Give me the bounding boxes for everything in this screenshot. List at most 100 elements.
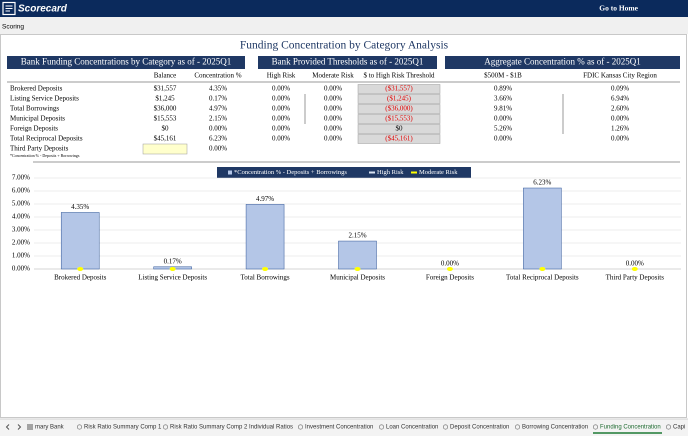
cell: 0.17% (209, 95, 227, 103)
tab-icon (378, 424, 384, 430)
column-header: $500M - $1B (484, 72, 522, 80)
tab[interactable]: Risk Ratio Summary Comp 1 (84, 425, 162, 431)
tab-next[interactable] (17, 424, 22, 430)
logo: Scorecard (18, 4, 68, 15)
cell: 0.00% (272, 125, 290, 133)
tab[interactable]: Deposit Concentration (450, 425, 509, 431)
y-tick-label: 0.00% (12, 265, 30, 273)
cell: 5.26% (494, 125, 512, 133)
tab-icon (665, 424, 671, 430)
row-label: Foreign Deposits (10, 125, 58, 133)
row-label: Total Borrowings (10, 105, 59, 113)
cell: 0.00% (611, 135, 629, 143)
row-label: Brokered Deposits (10, 85, 63, 93)
tab[interactable]: mary Bank (35, 425, 65, 431)
threshold-box (357, 114, 441, 124)
bar (245, 204, 285, 270)
cell: 4.35% (209, 85, 227, 93)
threshold-box (357, 94, 441, 104)
tab-prev[interactable] (5, 424, 10, 430)
y-tick-label: 6.00% (12, 187, 30, 195)
tab[interactable]: Risk Ratio Summary Comp 2 (170, 425, 248, 431)
cell: $0 (162, 125, 170, 133)
x-tick-label: Third Party Deposits (606, 274, 665, 282)
data-label: 0.17% (164, 257, 182, 265)
row-label: Total Reciprocal Deposits (10, 135, 83, 143)
risk-marker (354, 267, 361, 271)
risk-marker (446, 267, 453, 271)
content-frame (0, 34, 687, 418)
cell: 1.26% (611, 125, 629, 133)
footnote: *Concentration % - Deposits + Borrowings (10, 153, 80, 158)
column-header: FDIC Kansas City Region (583, 72, 657, 80)
cell: 6.23% (209, 135, 227, 143)
tab[interactable]: Individual Ratios (249, 425, 293, 431)
section-title: Bank Provided Thresholds as of - 2025Q1 (272, 57, 424, 67)
row-label: Municipal Deposits (10, 115, 65, 123)
section-title: Bank Funding Concentrations by Category … (21, 57, 231, 67)
column-header: $ to High Risk Threshold (363, 72, 435, 80)
bar (338, 240, 377, 270)
x-tick-label: Foreign Deposits (426, 274, 474, 282)
section-title: Aggregate Concentration % as of - 2025Q1 (484, 57, 640, 67)
cell: 0.89% (494, 85, 512, 93)
tab-icon (442, 424, 448, 430)
tab-bar (0, 419, 688, 436)
cell: ($31,557) (385, 85, 413, 93)
legend-bar (217, 167, 471, 178)
data-label: 2.15% (348, 232, 366, 240)
home-link[interactable]: Go to Home (599, 4, 638, 13)
cell: 2.60% (611, 105, 629, 113)
cell: 0.00% (324, 95, 342, 103)
input-box[interactable] (142, 143, 188, 155)
data-label: 6.23% (533, 179, 551, 187)
risk-marker (539, 267, 546, 271)
tab[interactable]: Loan Concentration (386, 425, 438, 431)
cell: 9.81% (494, 105, 512, 113)
cell: 0.00% (209, 125, 227, 133)
tab-icon (77, 424, 83, 430)
tab[interactable]: Investment Concentration (305, 425, 373, 431)
cell: ($1,245) (387, 95, 412, 103)
risk-marker (77, 267, 84, 271)
column-header: High Risk (267, 72, 296, 80)
logo-icon (2, 1, 16, 16)
tab[interactable]: Funding Concentration (600, 425, 661, 431)
tab[interactable]: Capi (673, 425, 685, 431)
x-tick-label: Total Borrowings (241, 274, 290, 282)
cell: 0.00% (209, 145, 227, 153)
cell: $1,245 (155, 95, 175, 103)
x-tick-label: Municipal Deposits (330, 274, 385, 282)
column-header: Moderate Risk (312, 72, 354, 80)
cell: $45,161 (154, 135, 177, 143)
cell: 0.00% (494, 115, 512, 123)
data-label: 4.35% (71, 203, 89, 211)
risk-marker (169, 267, 176, 271)
cell: $15,553 (154, 115, 177, 123)
data-label: 0.00% (441, 260, 459, 268)
threshold-box (357, 84, 441, 94)
tab-menu[interactable] (27, 424, 33, 430)
tab-icon (297, 424, 303, 430)
cell: 0.00% (272, 85, 290, 93)
cell: 0.00% (611, 115, 629, 123)
section-header (7, 56, 245, 69)
x-tick-label: Brokered Deposits (54, 274, 107, 282)
cell: 0.00% (324, 135, 342, 143)
y-tick-label: 1.00% (12, 252, 30, 260)
breadcrumb: Scoring (2, 24, 24, 31)
cell: 0.00% (272, 135, 290, 143)
y-tick-label: 2.00% (12, 239, 30, 247)
legend-label: *Concentration % - Deposits + Borrowings (234, 169, 347, 176)
y-tick-label: 7.00% (12, 174, 30, 182)
legend-label: High Risk (377, 169, 404, 176)
legend-swatch (228, 170, 232, 175)
cell: 3.66% (494, 95, 512, 103)
threshold-box (357, 104, 441, 114)
cell: $36,000 (154, 105, 177, 113)
page-title: Funding Concentration by Category Analys… (240, 40, 449, 52)
tab[interactable]: Borrowing Concentration (522, 425, 588, 431)
tab-icon (514, 424, 520, 430)
row-label: Listing Service Deposits (10, 95, 79, 103)
